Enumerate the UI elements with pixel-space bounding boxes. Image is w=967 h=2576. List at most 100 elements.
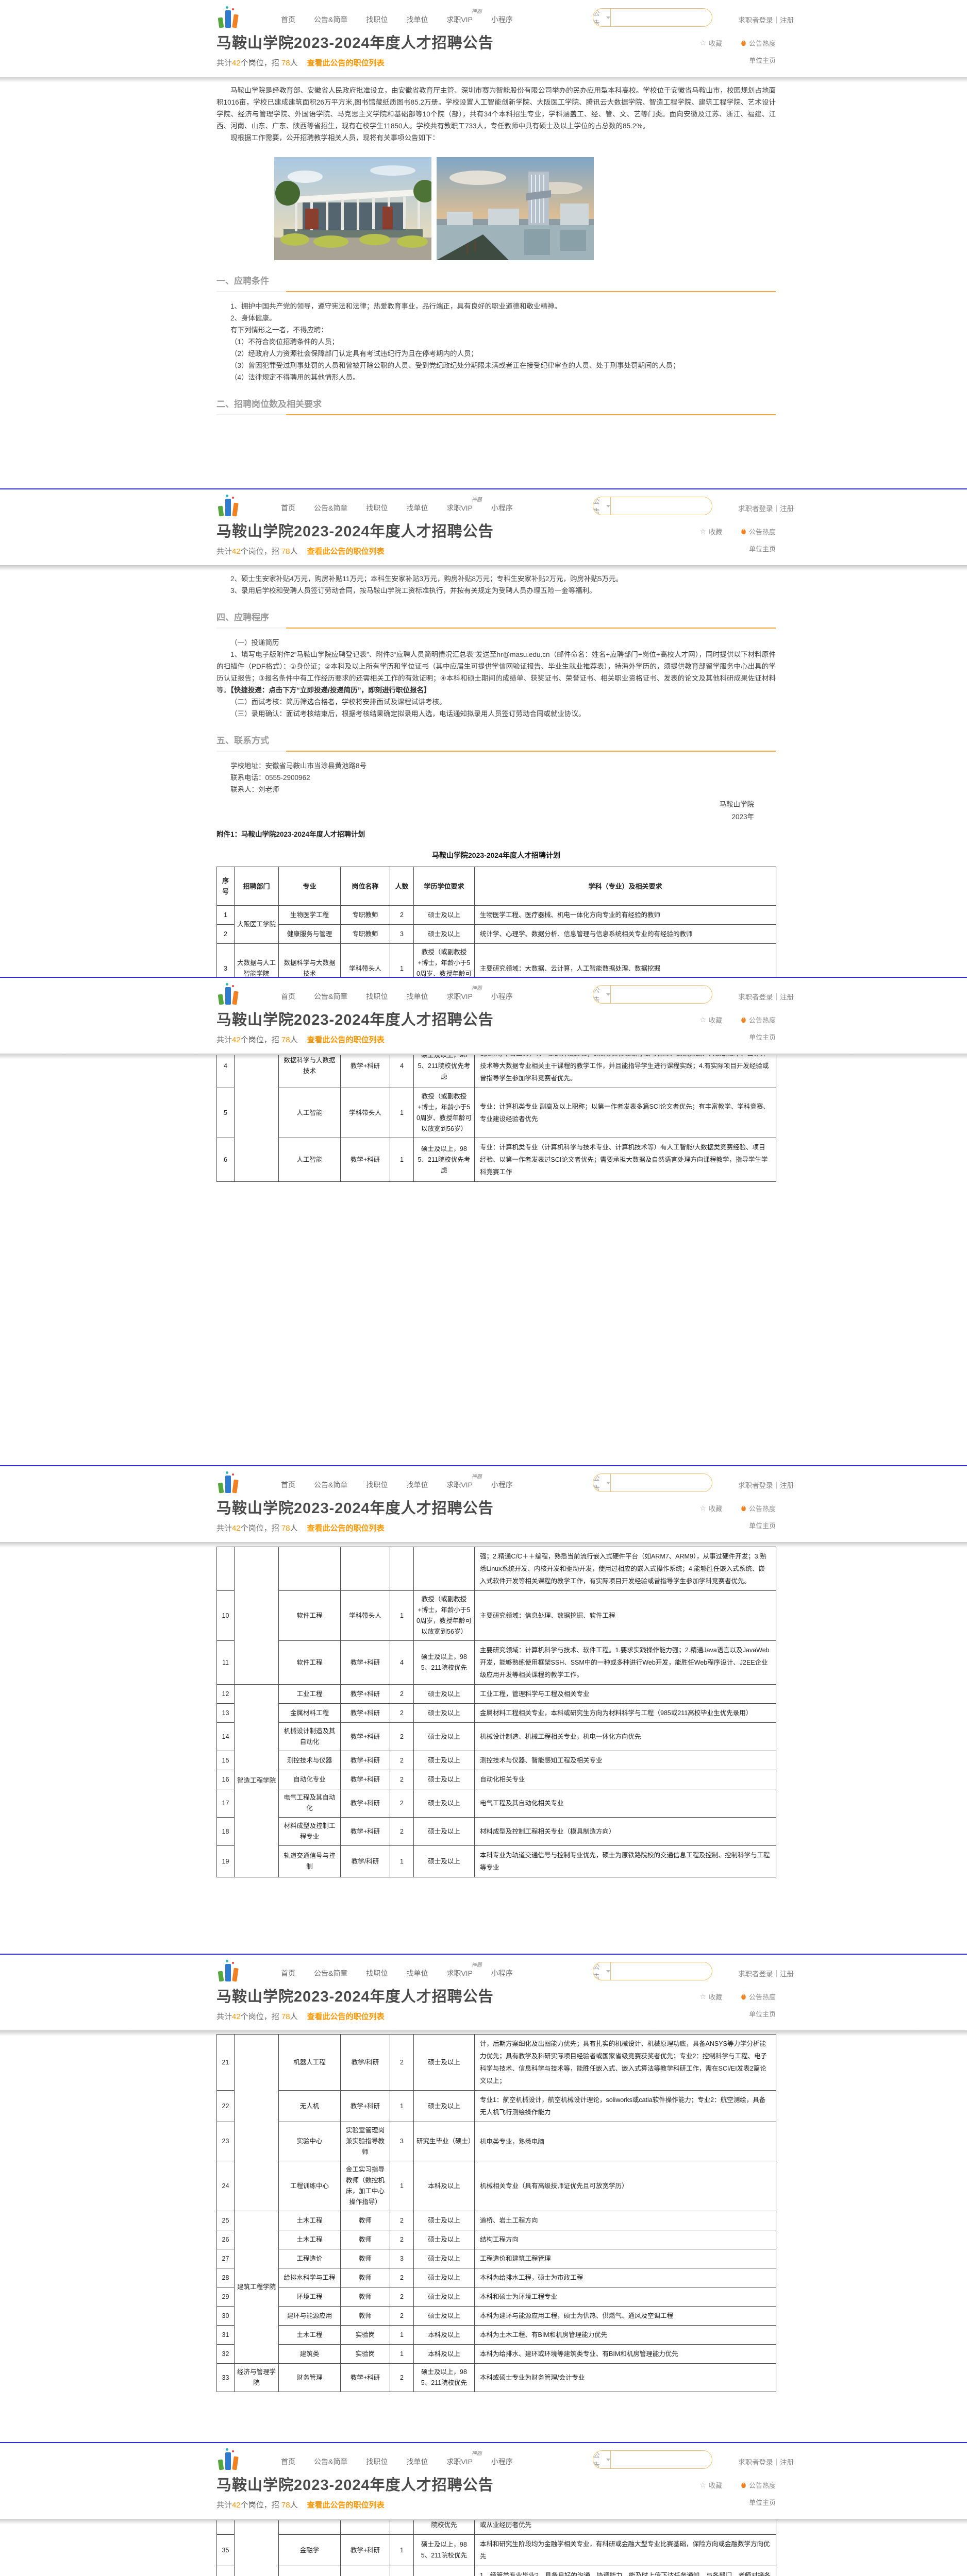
- nav-find-employers[interactable]: 找单位: [406, 15, 428, 24]
- collect-button[interactable]: ☆ 收藏: [699, 1992, 722, 2001]
- view-job-list-link[interactable]: 查看此公告的职位列表: [307, 2501, 385, 2510]
- unit-home-link[interactable]: 单位主页: [748, 57, 776, 64]
- collect-button[interactable]: ☆ 收藏: [699, 1504, 722, 1513]
- nav-find-jobs[interactable]: 找职位: [366, 504, 388, 512]
- nav-vip[interactable]: 神器 求职VIP: [446, 1962, 482, 1978]
- search-category-select[interactable]: 公告: [593, 2451, 611, 2468]
- collect-button[interactable]: ☆ 收藏: [699, 1015, 722, 1024]
- login-register-link[interactable]: 求职者登录｜注册: [738, 505, 794, 513]
- nav-vip[interactable]: 神器 求职VIP: [446, 497, 482, 513]
- cell-post: 学科带头人: [340, 943, 390, 977]
- login-register-link[interactable]: 求职者登录｜注册: [738, 16, 794, 24]
- login-register-link[interactable]: 求职者登录｜注册: [738, 993, 794, 1001]
- view-job-list-link[interactable]: 查看此公告的职位列表: [307, 59, 385, 67]
- heat-button[interactable]: 公告热度: [741, 1992, 776, 2002]
- flame-icon: [741, 1993, 746, 2000]
- nav-find-employers[interactable]: 找单位: [406, 504, 428, 512]
- nav-find-jobs[interactable]: 找职位: [366, 1969, 388, 1977]
- nav-home[interactable]: 首页: [281, 1481, 295, 1489]
- nav-find-jobs[interactable]: 找职位: [366, 15, 388, 24]
- nav-announcements[interactable]: 公告&简章: [314, 992, 348, 1001]
- unit-home-link[interactable]: 单位主页: [748, 1522, 776, 1530]
- collect-button[interactable]: ☆ 收藏: [699, 527, 722, 536]
- site-logo[interactable]: [216, 1959, 240, 1985]
- nav-find-employers[interactable]: 找单位: [406, 2458, 428, 2466]
- search-input[interactable]: [611, 2451, 712, 2468]
- nav-mini-program[interactable]: 小程序: [491, 992, 513, 1001]
- nav-mini-program[interactable]: 小程序: [491, 1481, 513, 1489]
- site-logo[interactable]: [216, 2447, 240, 2473]
- nav-announcements[interactable]: 公告&简章: [314, 2458, 348, 2466]
- search-input[interactable]: [611, 1962, 712, 1980]
- nav-home[interactable]: 首页: [281, 1969, 295, 1977]
- view-job-list-link[interactable]: 查看此公告的职位列表: [307, 1036, 385, 1044]
- site-logo[interactable]: [216, 5, 240, 31]
- nav-vip[interactable]: 神器 求职VIP: [446, 9, 482, 25]
- collect-button[interactable]: ☆ 收藏: [699, 2481, 722, 2489]
- nav-home[interactable]: 首页: [281, 992, 295, 1001]
- paragraph: （一）投递简历: [230, 639, 279, 647]
- text-list: 1、拥护中国共产党的领导，遵守宪法和法律；热爱教育事业，品行端正，具有良好的职业…: [216, 300, 776, 383]
- nav-find-jobs[interactable]: 找职位: [366, 1481, 388, 1489]
- nav-mini-program[interactable]: 小程序: [491, 1969, 513, 1977]
- cell-post: 教学+科研: [340, 1703, 390, 1723]
- view-job-list-link[interactable]: 查看此公告的职位列表: [307, 1524, 385, 1533]
- heat-button[interactable]: 公告热度: [741, 1503, 776, 1513]
- nav-vip[interactable]: 神器 求职VIP: [446, 986, 482, 1002]
- nav-mini-program[interactable]: 小程序: [491, 15, 513, 24]
- nav-find-jobs[interactable]: 找职位: [366, 2458, 388, 2466]
- column-header: 人数: [390, 867, 414, 906]
- nav-mini-program[interactable]: 小程序: [491, 504, 513, 512]
- search-input[interactable]: [611, 497, 712, 515]
- view-job-list-link[interactable]: 查看此公告的职位列表: [307, 2012, 385, 2021]
- site-logo[interactable]: [216, 982, 240, 1008]
- view-job-list-link[interactable]: 查看此公告的职位列表: [307, 547, 385, 556]
- search-category-select[interactable]: 公告: [593, 1962, 611, 1980]
- search-input[interactable]: [611, 1474, 712, 1492]
- search-input[interactable]: [611, 9, 712, 26]
- search-category-select[interactable]: 公告: [593, 9, 611, 26]
- nav-home[interactable]: 首页: [281, 2458, 295, 2466]
- cell-count: 2: [390, 2211, 414, 2230]
- search-category-select[interactable]: 公告: [593, 986, 611, 1003]
- heat-button[interactable]: 公告热度: [741, 38, 776, 48]
- cell-degree: 硕士及以上，985、211院校优先: [413, 1640, 475, 1685]
- nav-find-employers[interactable]: 找单位: [406, 992, 428, 1001]
- nav-vip[interactable]: 神器 求职VIP: [446, 1474, 482, 1490]
- section-underline: [216, 414, 776, 415]
- login-register-link[interactable]: 求职者登录｜注册: [738, 1482, 794, 1489]
- column-header: 岗位名称: [340, 867, 390, 906]
- attachment1-label: 附件1：马鞍山学院2023-2024年度人才招聘计划: [216, 831, 365, 838]
- site-logo[interactable]: [216, 494, 240, 519]
- login-register-link[interactable]: 求职者登录｜注册: [738, 2459, 794, 2466]
- heat-button[interactable]: 公告热度: [741, 1015, 776, 1025]
- nav-home[interactable]: 首页: [281, 504, 295, 512]
- nav-find-employers[interactable]: 找单位: [406, 1969, 428, 1977]
- unit-home-link[interactable]: 单位主页: [748, 1033, 776, 1041]
- login-register-link[interactable]: 求职者登录｜注册: [738, 1970, 794, 1978]
- nav-announcements[interactable]: 公告&简章: [314, 1969, 348, 1977]
- nav-find-jobs[interactable]: 找职位: [366, 992, 388, 1001]
- search-category-select[interactable]: 公告: [593, 497, 611, 515]
- search-category-select[interactable]: 公告: [593, 1474, 611, 1492]
- heat-button[interactable]: 公告热度: [741, 2480, 776, 2490]
- unit-home-link[interactable]: 单位主页: [748, 545, 776, 553]
- site-logo[interactable]: [216, 1470, 240, 1496]
- cell-degree: 硕士及以上: [413, 2306, 475, 2326]
- cell-post: 教学+科研: [340, 2090, 390, 2122]
- collect-button[interactable]: ☆ 收藏: [699, 39, 722, 47]
- main-nav: 首页 公告&简章 找职位 找单位 神器 求职VIP 小程序: [281, 1962, 513, 1978]
- nav-mini-program[interactable]: 小程序: [491, 2458, 513, 2466]
- nav-announcements[interactable]: 公告&简章: [314, 504, 348, 512]
- nav-announcements[interactable]: 公告&简章: [314, 1481, 348, 1489]
- unit-home-link[interactable]: 单位主页: [748, 2010, 776, 2018]
- nav-vip[interactable]: 神器 求职VIP: [446, 2451, 482, 2467]
- heat-button[interactable]: 公告热度: [741, 527, 776, 536]
- list-item: 2、身体健康。: [230, 314, 276, 322]
- nav-home[interactable]: 首页: [281, 15, 295, 24]
- search-input[interactable]: [611, 986, 712, 1003]
- cell-requirements: 或从业经历者优先: [474, 2520, 776, 2535]
- unit-home-link[interactable]: 单位主页: [748, 2499, 776, 2506]
- nav-announcements[interactable]: 公告&简章: [314, 15, 348, 24]
- nav-find-employers[interactable]: 找单位: [406, 1481, 428, 1489]
